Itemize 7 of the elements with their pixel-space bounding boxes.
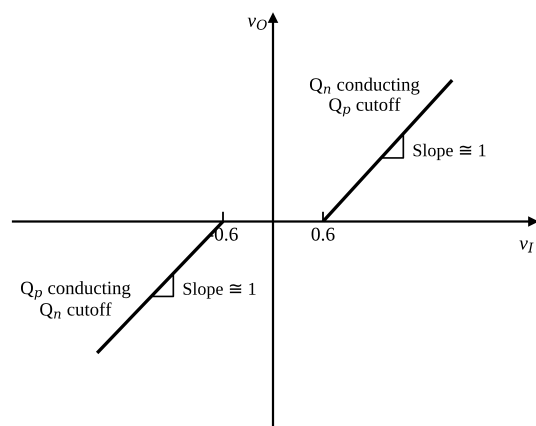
x-tick-label: 0.6 xyxy=(312,228,335,241)
annotation: Slope ≅ 1 xyxy=(184,282,256,299)
series-label: Q$_{n}$ conducting Q$_{p}$ cutoff xyxy=(310,78,420,116)
annotation: Slope ≅ 1 xyxy=(414,144,486,160)
legend-label: Q$_{p}$ conducting Q$_{n}$ cutoff xyxy=(20,281,130,319)
x-axis-title: v$_{I}$ xyxy=(519,240,534,252)
y-axis-title: v$_{O}$ xyxy=(248,18,267,30)
